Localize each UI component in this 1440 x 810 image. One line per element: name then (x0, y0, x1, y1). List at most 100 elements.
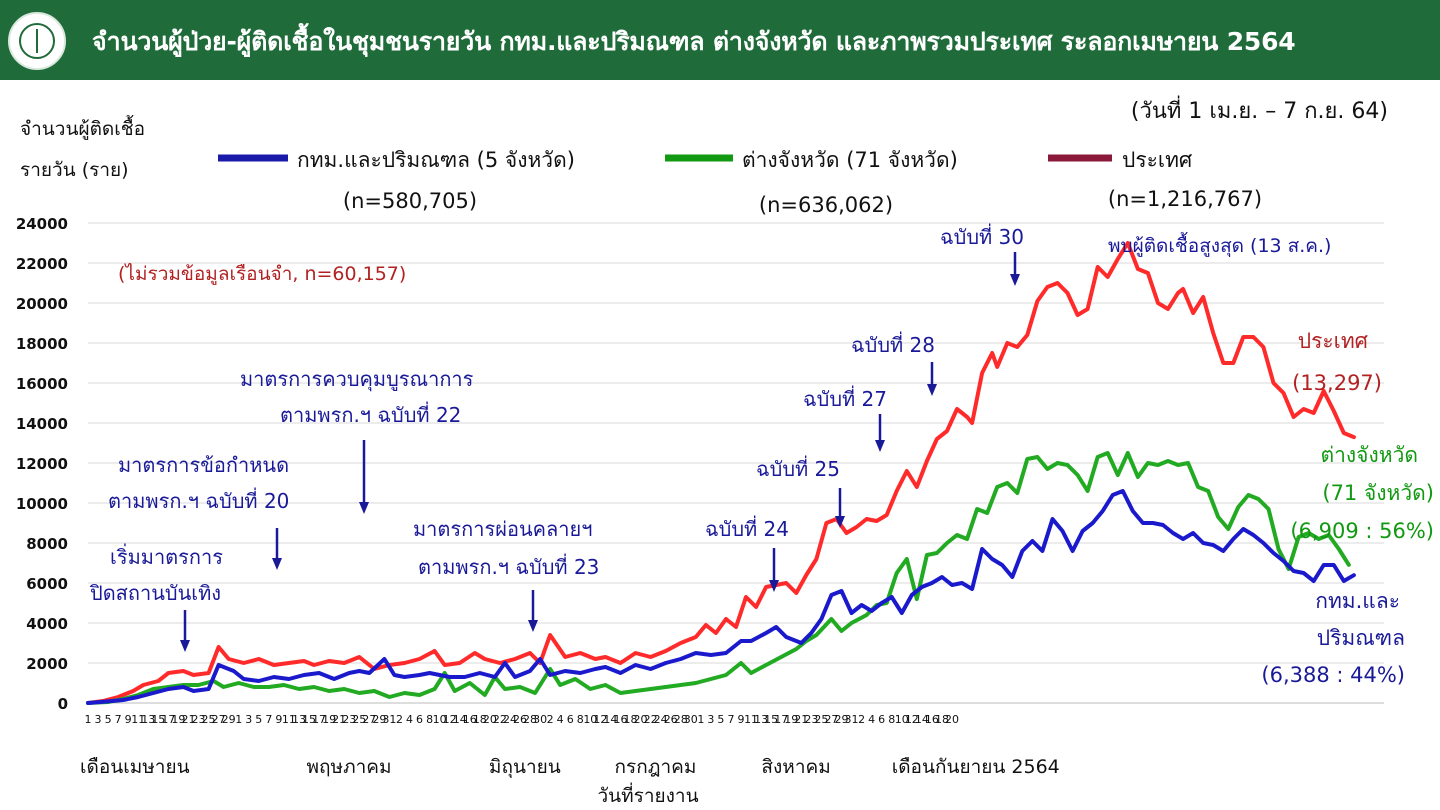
date-range: (วันที่ 1 เม.ย. – 7 ก.ย. 64) (1131, 95, 1388, 124)
y-tick-label: 8000 (26, 535, 68, 553)
x-tick-label: 5 (255, 713, 262, 726)
month-label: เดือนเมษายน (80, 756, 190, 778)
annotation-decree22-line1: มาตรการควบคุมบูรณาการ (240, 367, 474, 392)
x-tick-label: 17 (161, 713, 175, 726)
x-tick-label: 13 (292, 713, 306, 726)
y-tick-label: 18000 (16, 335, 68, 353)
x-tick-label: 12 (443, 713, 457, 726)
x-tick-label: 20 (634, 713, 648, 726)
x-tick-label: 1 (697, 713, 704, 726)
month-label: เดือนกันยายน 2564 (892, 756, 1060, 778)
y-tick-label: 6000 (26, 575, 68, 593)
x-axis-label: วันที่รายงาน (597, 782, 698, 807)
x-tick-label: 3 (707, 713, 714, 726)
legend-n-country: (n=1,216,767) (1108, 187, 1262, 211)
y-axis-label-line1: จำนวนผู้ติดเชื้อ (20, 115, 145, 140)
x-tick-label: 16 (463, 713, 477, 726)
x-tick-label: 2 (547, 713, 554, 726)
y-tick-label: 12000 (16, 455, 68, 473)
x-tick-label: 18 (624, 713, 638, 726)
x-tick-label: 14 (453, 713, 467, 726)
x-tick-label: 6 (567, 713, 574, 726)
annotation-decree20-arrowhead (272, 558, 282, 570)
x-tick-label: 20 (483, 713, 497, 726)
y-tick-label: 2000 (26, 655, 68, 673)
x-tick-label: 31 (845, 713, 859, 726)
annotation-decree20-line1: มาตรการข้อกำหนด (118, 453, 289, 477)
x-tick-label: 19 (171, 713, 185, 726)
x-tick-label: 25 (352, 713, 366, 726)
x-tick-label: 24 (503, 713, 517, 726)
x-tick-label: 8 (426, 713, 433, 726)
series-line-provinces (86, 451, 1351, 705)
x-tick-label: 23 (192, 713, 206, 726)
end-label-bangkok-name: กทม.และ (1315, 589, 1400, 613)
y-tick-label: 22000 (16, 255, 68, 273)
x-tick-label: 21 (332, 713, 346, 726)
end-label-bangkok-name2: ปริมณฑล (1317, 626, 1405, 650)
x-tick-label: 27 (212, 713, 226, 726)
y-axis: 0 2000 4000 6000 8000 10000 12000 14000 16000 180… (16, 215, 68, 713)
x-tick-label: 27 (362, 713, 376, 726)
end-labels: ประเทศ (13,297) ต่างจังหวัด (71 จังหวัด)… (1261, 329, 1434, 687)
x-tick-label: 11 (282, 713, 296, 726)
y-tick-label: 0 (58, 695, 68, 713)
annotation-decree28-arrowhead (927, 384, 937, 396)
x-tick-label: 19 (784, 713, 798, 726)
x-tick-label: 29 (372, 713, 386, 726)
annotation-prison-note: (ไม่รวมข้อมูลเรือนจำ, n=60,157) (118, 263, 406, 285)
header-bar: จำนวนผู้ป่วย-ผู้ติดเชื้อในชุมชนรายวัน กท… (0, 0, 1440, 80)
x-tick-label: 15 (151, 713, 165, 726)
annotation-decree23-arrowhead (528, 620, 538, 632)
y-tick-label: 24000 (16, 215, 68, 233)
month-label: กรกฎาคม (615, 756, 697, 778)
x-tick-label: 17 (312, 713, 326, 726)
x-tick-label: 16 (925, 713, 939, 726)
x-tick-label: 3 (245, 713, 252, 726)
x-tick-label: 31 (382, 713, 396, 726)
annotation-decree23-line2: ตามพรก.ฯ ฉบับที่ 23 (418, 553, 599, 579)
x-tick-label: 6 (416, 713, 423, 726)
x-tick-label: 10 (433, 713, 447, 726)
x-tick-label: 9 (275, 713, 282, 726)
x-tick-label: 23 (342, 713, 356, 726)
end-label-provinces-count: (71 จังหวัด) (1322, 481, 1434, 505)
x-tick-label: 7 (115, 713, 122, 726)
x-tick-label: 26 (664, 713, 678, 726)
end-label-country-value: (13,297) (1292, 371, 1382, 395)
month-label: สิงหาคม (761, 756, 830, 778)
x-tick-label: 26 (513, 713, 527, 726)
x-tick-label: 18 (935, 713, 949, 726)
end-label-bangkok-value: (6,388 : 44%) (1261, 663, 1405, 687)
x-tick-label: 21 (181, 713, 195, 726)
annotation-decree28: ฉบับที่ 28 (851, 331, 935, 357)
x-tick-label: 8 (888, 713, 895, 726)
legend-label-provinces: ต่างจังหวัด (71 จังหวัด) (742, 148, 958, 172)
y-tick-label: 16000 (16, 375, 68, 393)
y-axis-label-line2: รายวัน (ราย) (20, 159, 129, 181)
end-label-provinces-name: ต่างจังหวัด (1320, 443, 1418, 467)
y-tick-label: 14000 (16, 415, 68, 433)
end-label-provinces-value: (6,909 : 56%) (1290, 519, 1434, 543)
x-tick-label: 25 (202, 713, 216, 726)
series-lines (86, 241, 1356, 705)
x-tick-label: 19 (322, 713, 336, 726)
x-tick-label: 16 (613, 713, 627, 726)
annotation-decree23-line1: มาตรการผ่อนคลายฯ (413, 517, 592, 541)
x-tick-label: 3 (95, 713, 102, 726)
x-tick-label: 27 (824, 713, 838, 726)
page-title: จำนวนผู้ป่วย-ผู้ติดเชื้อในชุมชนรายวัน กท… (92, 27, 1296, 56)
x-tick-label: 1 (235, 713, 242, 726)
annotation-entertainment-line1: เริ่มมาตรการ (110, 543, 223, 569)
x-tick-label: 6 (878, 713, 885, 726)
x-tick-label: 17 (774, 713, 788, 726)
month-labels: เดือนเมษายน พฤษภาคม มิถุนายน กรกฎาคม สิงหาคม… (80, 756, 1060, 779)
ministry-logo-icon (8, 12, 66, 70)
x-tick-label: 22 (644, 713, 658, 726)
series-line-country (86, 241, 1356, 705)
x-tick-label: 30 (684, 713, 698, 726)
annotation-decree27-arrowhead (875, 440, 885, 452)
x-tick-label: 30 (533, 713, 547, 726)
x-tick-label: 25 (814, 713, 828, 726)
